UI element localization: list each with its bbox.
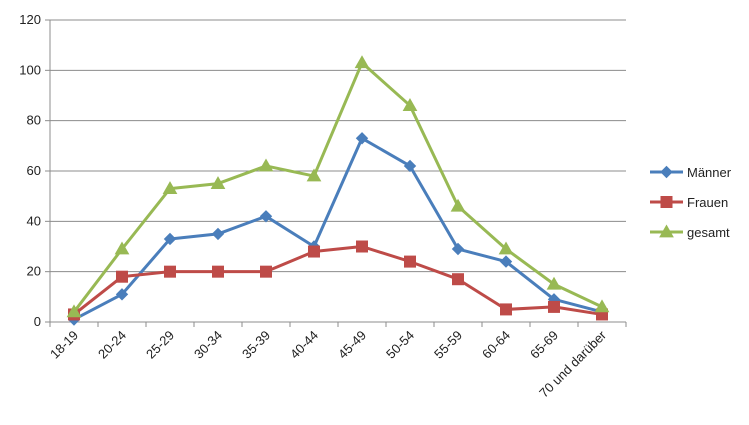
data-point — [164, 265, 176, 278]
data-point — [546, 276, 562, 290]
x-tick-label: 20-24 — [95, 328, 129, 362]
x-tick-label: 65-69 — [527, 328, 561, 362]
data-point — [116, 270, 128, 283]
data-point — [308, 245, 320, 258]
legend-item: Frauen — [650, 195, 728, 210]
data-point — [211, 227, 225, 241]
data-point — [500, 303, 512, 316]
data-point — [452, 273, 464, 286]
x-tick-label: 45-49 — [335, 328, 369, 362]
legend-label: gesamt — [687, 225, 730, 240]
x-tick-label: 18-19 — [47, 328, 81, 362]
x-tick-labels: 18-19 20-24 25-29 30-34 35-39 40-44 45-49 50-54… — [47, 327, 610, 400]
legend-marker — [659, 224, 674, 238]
data-point — [259, 210, 273, 223]
series-line — [73, 245, 603, 316]
series — [66, 55, 610, 326]
data-point — [162, 181, 178, 194]
legend-marker — [660, 196, 673, 208]
series-2 — [66, 55, 610, 318]
data-point — [66, 304, 82, 318]
data-point — [356, 240, 368, 253]
legend-label: Frauen — [687, 195, 728, 210]
data-point — [212, 265, 224, 278]
series-1 — [68, 240, 608, 321]
data-point — [114, 241, 130, 255]
data-point — [594, 299, 610, 313]
x-tick-label: 35-39 — [239, 328, 273, 362]
data-point — [163, 232, 177, 246]
data-point — [498, 241, 514, 255]
x-tick-label: 30-34 — [191, 328, 225, 362]
y-tick-label: 0 — [34, 314, 41, 329]
series-line — [72, 61, 603, 313]
y-tick-label: 20 — [27, 264, 41, 279]
data-point — [210, 176, 226, 189]
data-point — [402, 98, 418, 111]
axes — [45, 19, 627, 327]
data-point — [355, 132, 369, 145]
y-tick-labels: 0 20 40 60 80 100 120 — [19, 12, 41, 329]
data-point — [499, 255, 513, 268]
data-point — [548, 300, 560, 313]
y-tick-label: 60 — [27, 163, 41, 178]
data-point — [450, 198, 466, 212]
x-tick-label: 60-64 — [479, 328, 513, 362]
y-tick-label: 40 — [27, 213, 41, 228]
y-tick-label: 120 — [19, 12, 41, 27]
x-tick-label: 40-44 — [287, 328, 321, 362]
series-0 — [67, 132, 609, 326]
data-point — [306, 168, 322, 182]
series-line — [73, 136, 603, 321]
data-point — [115, 288, 129, 301]
legend-item: Männer — [650, 165, 732, 180]
data-point — [403, 159, 417, 173]
data-point — [451, 242, 465, 256]
x-tick-label: 55-59 — [431, 328, 465, 362]
data-point — [404, 255, 416, 268]
legend-marker — [660, 165, 673, 179]
data-point — [354, 55, 370, 69]
y-tick-label: 100 — [19, 62, 41, 77]
legend-label: Männer — [687, 165, 732, 180]
y-tick-label: 80 — [27, 113, 41, 128]
x-tick-label: 25-29 — [143, 328, 177, 362]
legend-item: gesamt — [650, 224, 730, 240]
data-point — [258, 158, 274, 172]
data-point — [260, 265, 272, 278]
x-tick-label: 50-54 — [383, 328, 417, 362]
legend: Männer Frauen gesamt — [650, 165, 732, 240]
gridlines — [50, 19, 626, 273]
